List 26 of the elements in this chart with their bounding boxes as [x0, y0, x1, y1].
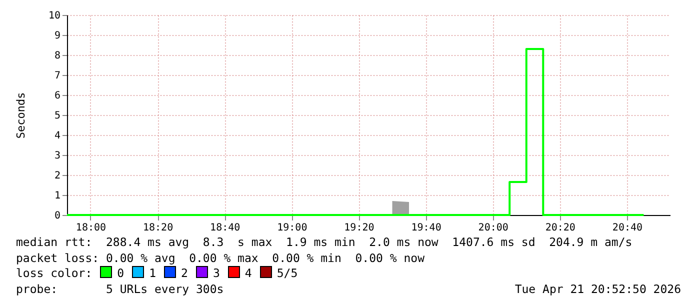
x-tick-label: 20:20 — [545, 222, 576, 234]
y-tick-label: 5 — [54, 110, 60, 122]
text: packet loss: 0.00 % avg 0.00 % max 0.00 % min 0.00 % now — [16, 250, 424, 266]
x-tick-label: 18:40 — [210, 222, 240, 234]
y-tick-label: 2 — [54, 170, 60, 182]
y-tick-label: 3 — [54, 150, 60, 162]
x-tick-label: 20:00 — [478, 222, 508, 234]
text: median rtt: 288.4 ms avg 8.3 s max 1.9 ms min 2.0 ms now 1407.6 ms sd 204.9 m am/s — [16, 235, 632, 250]
y-tick-label: 10 — [48, 10, 60, 22]
y-tick-label: 7 — [54, 70, 60, 82]
y-tick-label: 1 — [54, 190, 60, 202]
x-tick-label: 19:40 — [411, 222, 442, 234]
text: loss color: 0 1 2 3 4 5/5 — [16, 266, 298, 280]
y-tick-label: 8 — [54, 50, 60, 62]
y-tick-label: 9 — [54, 30, 60, 42]
x-tick-label: 19:00 — [277, 222, 308, 234]
text: Tue Apr 21 20:52:50 2026 — [514, 282, 681, 297]
y-tick-label: 4 — [54, 130, 60, 142]
x-tick-label: 19:20 — [344, 222, 374, 234]
x-tick-label: 20:40 — [612, 222, 643, 234]
x-tick-label: 18:00 — [76, 222, 106, 234]
y-tick-label: 6 — [54, 90, 60, 102]
y-tick-label: 0 — [54, 210, 60, 222]
y-axis-title: Seconds — [14, 92, 28, 139]
x-tick-label: 18:20 — [142, 222, 174, 234]
text: probe: 5 URLs every 300s — [16, 282, 224, 297]
